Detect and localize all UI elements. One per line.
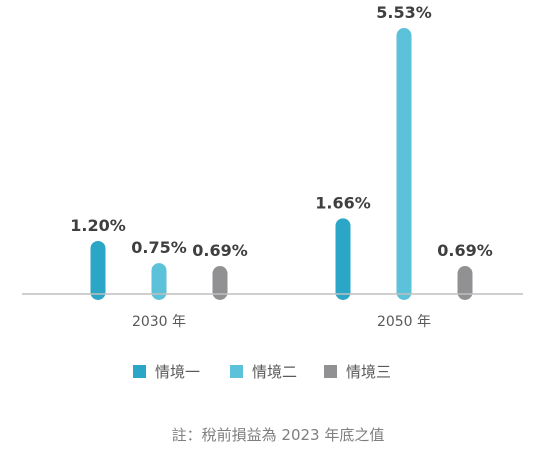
legend-label-1: 情境一 <box>155 363 200 381</box>
bar-1-1 <box>90 240 106 300</box>
legend-label-2: 情境二 <box>252 363 297 381</box>
category-label-2: 2050 年 <box>377 314 431 330</box>
legend-swatch-1 <box>133 365 146 378</box>
legend-label-3: 情境三 <box>346 363 391 381</box>
legend-swatch-3 <box>324 365 337 378</box>
data-label-2-3: 0.69% <box>437 241 493 260</box>
data-label-2-1: 1.66% <box>315 193 371 212</box>
bar-1-2 <box>151 263 167 300</box>
legend: 情境一 情境二 情境三 <box>133 363 391 381</box>
bar-2-2 <box>396 28 412 300</box>
legend-swatch-2 <box>230 365 243 378</box>
data-label-2-2: 5.53% <box>376 3 432 22</box>
footnote: 註：稅前損益為 2023 年底之值 <box>171 426 385 444</box>
data-label-1-2: 0.75% <box>131 238 187 257</box>
category-label-1: 2030 年 <box>132 314 186 330</box>
category-labels-layer: 2030 年 2050 年 <box>132 314 431 330</box>
bar-2-1 <box>335 218 351 300</box>
data-labels-layer: 1.20% 0.75% 0.69% 1.66% 5.53% 0.69% <box>70 3 493 260</box>
bars-layer <box>90 28 473 300</box>
bar-1-3 <box>212 266 228 300</box>
data-label-1-1: 1.20% <box>70 216 126 235</box>
data-label-1-3: 0.69% <box>192 241 248 260</box>
bar-2-3 <box>457 266 473 300</box>
